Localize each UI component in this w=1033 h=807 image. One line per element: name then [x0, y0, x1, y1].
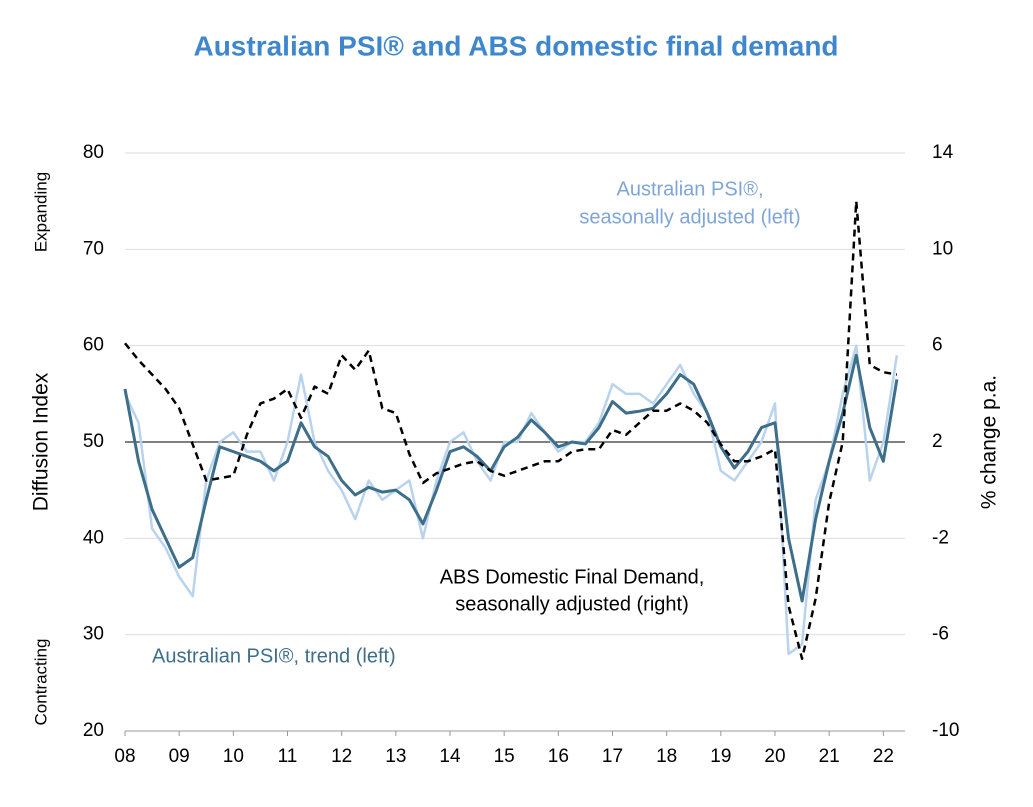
y-tick-label: 60 — [83, 335, 104, 356]
y2-tick-label: -10 — [932, 720, 959, 741]
y-tick-label: 40 — [83, 527, 104, 548]
series-line — [124, 199, 898, 660]
series-label: Australian PSI®, trend (left) — [152, 645, 396, 667]
y-tick-label: 20 — [83, 720, 104, 741]
series-label: seasonally adjusted (left) — [579, 206, 800, 228]
x-tick-label: 16 — [548, 746, 569, 767]
x-tick-label: 10 — [223, 746, 244, 767]
y2-tick-label: 14 — [932, 142, 954, 163]
x-tick-label: 08 — [114, 746, 135, 767]
y2-tick-label: -6 — [932, 624, 949, 645]
x-tick-label: 11 — [278, 746, 298, 767]
y2-axis-label: % change p.a. — [978, 375, 1001, 509]
y-tick-label: 80 — [83, 142, 104, 163]
x-tick-label: 19 — [710, 746, 731, 767]
x-tick-label: 22 — [873, 746, 894, 767]
y-tick-label: 70 — [83, 238, 104, 259]
series-label: ABS Domestic Final Demand, — [440, 566, 705, 588]
x-tick-label: 17 — [602, 746, 623, 767]
x-tick-label: 09 — [169, 746, 190, 767]
series-line — [123, 353, 899, 603]
y2-tick-label: 6 — [932, 335, 943, 356]
y2-tick-label: 2 — [932, 431, 943, 452]
x-tick-label: 14 — [439, 746, 461, 767]
side-label: Contracting — [31, 639, 50, 726]
x-tick-label: 21 — [819, 746, 840, 767]
x-tick-label: 18 — [656, 746, 677, 767]
y-tick-label: 30 — [83, 624, 104, 645]
series-label: seasonally adjusted (right) — [455, 593, 688, 615]
y2-tick-label: 10 — [932, 238, 953, 259]
x-tick-label: 12 — [331, 746, 352, 767]
chart-title: Australian PSI® and ABS domestic final d… — [193, 30, 838, 61]
y-axis-label: Diffusion Index — [30, 372, 53, 511]
x-tick-label: 20 — [764, 746, 785, 767]
y2-tick-label: -2 — [932, 527, 949, 548]
series-label: Australian PSI®, — [616, 178, 763, 200]
x-tick-label: 13 — [385, 746, 406, 767]
x-tick-label: 15 — [494, 746, 515, 767]
side-label: Expanding — [31, 172, 50, 252]
y-tick-label: 50 — [83, 431, 104, 452]
